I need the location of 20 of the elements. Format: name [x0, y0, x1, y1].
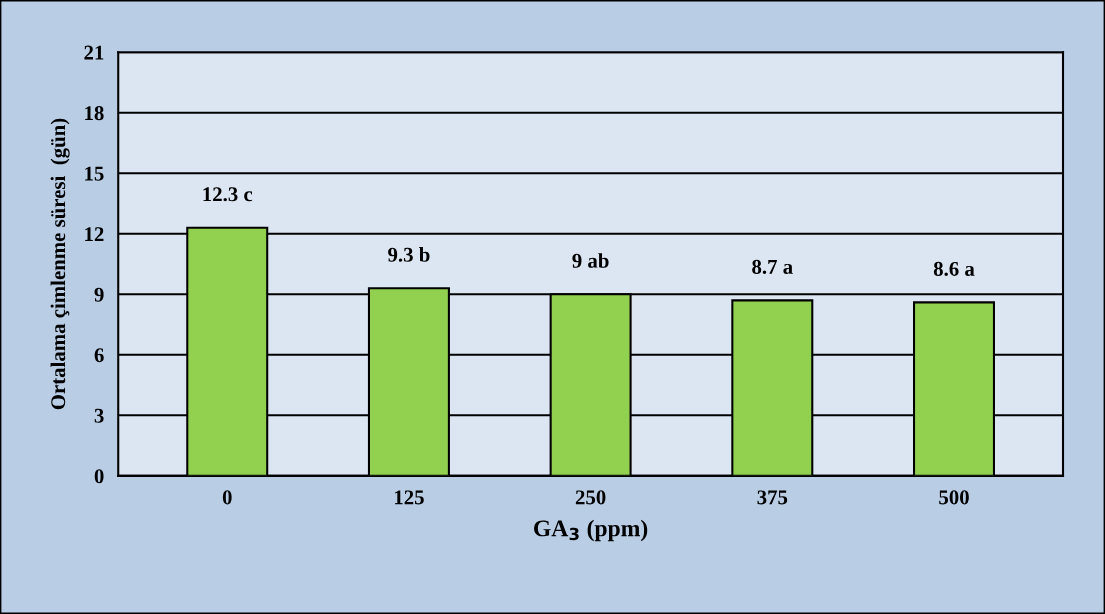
y-tick-label: 21 [84, 45, 104, 60]
x-tick-label: 375 [757, 490, 788, 505]
data-label: 9 ab [572, 253, 609, 268]
data-label: 9.3 b [388, 247, 430, 262]
y-axis-title: Ortalama çimlenme süresi (gün) [50, 118, 70, 410]
data-label: 8.6 a [933, 261, 975, 276]
y-tick-label: 3 [94, 408, 104, 423]
y-tick-label: 15 [85, 166, 104, 181]
y-tick-label: 0 [94, 469, 104, 484]
y-tick-label: 6 [94, 348, 104, 363]
x-axis-title: GA$_{3}$ (ppm) [534, 519, 648, 542]
data-label: 8.7 a [752, 259, 793, 274]
data-label: 12.3 c [203, 187, 253, 202]
x-tick-label: 500 [939, 490, 969, 505]
x-tick-label: 125 [394, 490, 424, 505]
y-tick-label: 18 [85, 106, 104, 121]
y-tick-label: 12 [85, 227, 104, 241]
x-tick-label: 250 [575, 490, 606, 505]
y-tick-label: 9 [94, 287, 104, 302]
x-tick-label: 0 [222, 490, 232, 505]
